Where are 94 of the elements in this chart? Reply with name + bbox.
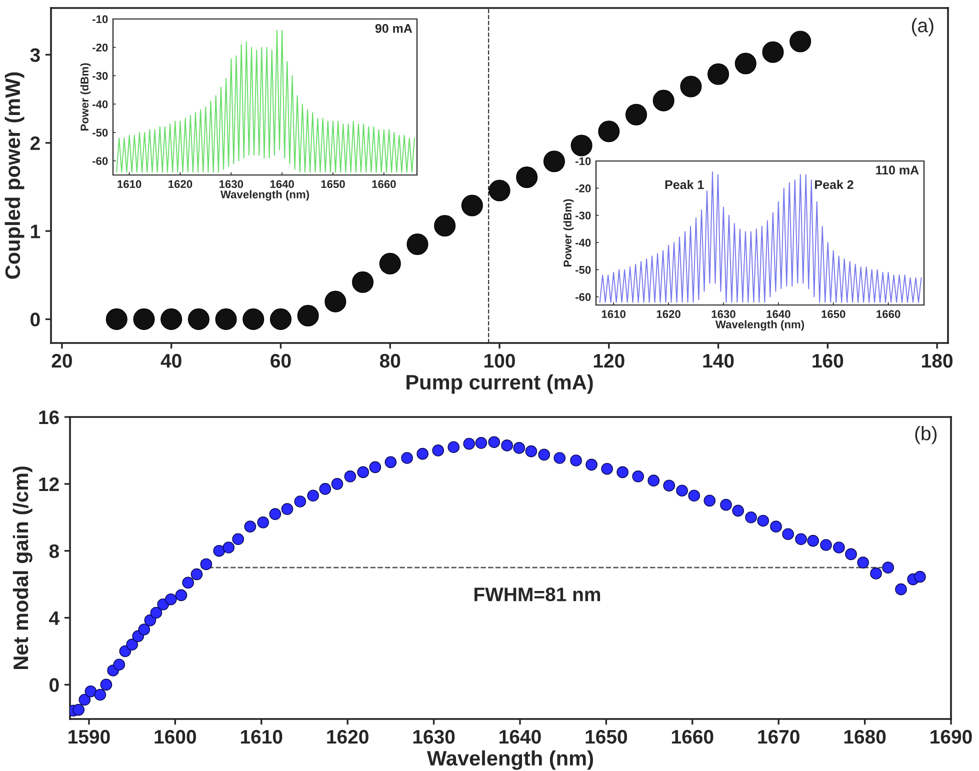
x-tick-label: 100 (484, 354, 515, 368)
x-tick-label: 1650 (822, 310, 846, 318)
annotation: (b) (915, 426, 937, 444)
x-tick-label: 1640 (500, 730, 541, 744)
x-tick-label: 1660 (672, 730, 714, 744)
x-axis-title: Wavelength (nm) (427, 750, 593, 770)
x-tick-label: 1620 (168, 180, 192, 188)
y-axis-title: Power (dBm) (563, 199, 574, 267)
point (790, 30, 812, 52)
point (570, 134, 592, 156)
x-tick-label: 1670 (758, 730, 800, 744)
x-tick-label: 1630 (413, 730, 455, 744)
x-tick-label: 1620 (656, 310, 680, 318)
annotation: 90 mA (375, 24, 412, 33)
point (625, 104, 648, 126)
point (242, 308, 264, 330)
x-tick-label: 1610 (240, 730, 282, 744)
x-tick-label: 120 (594, 354, 624, 368)
y-tick-label: -50 (576, 266, 591, 274)
point (270, 308, 292, 330)
x-tick-label: 1620 (327, 730, 368, 744)
x-tick-label: 40 (160, 354, 182, 368)
y-tick-label: -40 (92, 100, 108, 108)
x-tick-label: 1660 (372, 180, 396, 188)
x-tick-label: 1650 (321, 180, 345, 188)
y-tick-label: 2 (30, 136, 40, 150)
point (516, 166, 538, 188)
y-tick-label: -20 (92, 44, 108, 52)
y-axis-title: Net modal gain (/cm) (12, 466, 32, 670)
annotation: FWHM=81 nm (474, 588, 600, 602)
x-axis-title: Wavelength (nm) (715, 320, 804, 331)
x-tick-label: 140 (703, 354, 734, 368)
point (160, 308, 182, 330)
point (543, 150, 565, 172)
y-tick-label: 16 (39, 410, 59, 424)
y-axis-title: Coupled power (mW) (4, 72, 24, 279)
x-tick-label: 80 (380, 354, 400, 368)
y-tick-label: -60 (92, 157, 108, 165)
y-tick-label: 0 (30, 312, 40, 326)
x-tick-label: 1660 (876, 310, 900, 318)
x-tick-label: 1690 (930, 730, 972, 744)
y-tick-label: 3 (30, 48, 40, 62)
point (680, 76, 702, 98)
x-tick-label: 1680 (844, 730, 886, 744)
x-axis-title: Pump current (mA) (406, 374, 593, 394)
x-tick-label: 1640 (270, 180, 294, 188)
x-tick-label: 160 (812, 354, 844, 368)
y-tick-label: 4 (49, 611, 60, 625)
point (762, 41, 784, 63)
y-tick-label: -30 (576, 212, 591, 220)
x-tick-label: 60 (270, 354, 291, 368)
y-tick-label: 12 (39, 477, 59, 491)
y-tick-label: 0 (50, 678, 59, 692)
x-tick-label: 1650 (586, 730, 628, 744)
annotation: (a) (912, 18, 934, 36)
point (598, 120, 620, 142)
x-tick-label: 180 (922, 354, 952, 368)
point (297, 304, 319, 326)
y-tick-label: -20 (576, 184, 591, 192)
annotation: Peak 1 (665, 180, 704, 190)
x-tick-label: 1640 (766, 310, 790, 318)
y-tick-label: -10 (92, 15, 108, 24)
point (106, 308, 128, 330)
y-tick-label: 8 (49, 544, 59, 558)
y-tick-label: -60 (576, 293, 591, 301)
point (488, 180, 510, 202)
y-tick-label: 1 (30, 224, 40, 238)
x-tick-label: 1610 (118, 180, 142, 188)
y-tick-label: -10 (576, 157, 591, 166)
point (734, 52, 756, 74)
point (461, 194, 483, 216)
point (188, 308, 210, 330)
x-tick-label: 1630 (219, 180, 244, 188)
point (215, 308, 237, 330)
x-tick-label: 1600 (154, 730, 196, 744)
point (379, 252, 401, 274)
y-tick-label: -40 (576, 238, 591, 247)
point (406, 233, 428, 256)
annotation: Peak 2 (815, 180, 854, 190)
point (708, 63, 730, 85)
point (352, 271, 374, 293)
x-tick-label: 1610 (602, 310, 626, 318)
x-tick-label: 1630 (712, 310, 736, 318)
x-tick-label: 1590 (68, 730, 110, 744)
point (324, 290, 346, 312)
point (434, 214, 456, 237)
y-tick-label: -30 (92, 72, 108, 80)
y-tick-label: -50 (92, 128, 108, 137)
point (133, 308, 155, 330)
x-axis-title: Wavelength (nm) (220, 190, 309, 201)
y-axis-title: Power (dBm) (80, 63, 91, 131)
x-tick-label: 20 (52, 354, 72, 368)
annotation: 110 mA (876, 166, 919, 174)
point (652, 90, 674, 112)
